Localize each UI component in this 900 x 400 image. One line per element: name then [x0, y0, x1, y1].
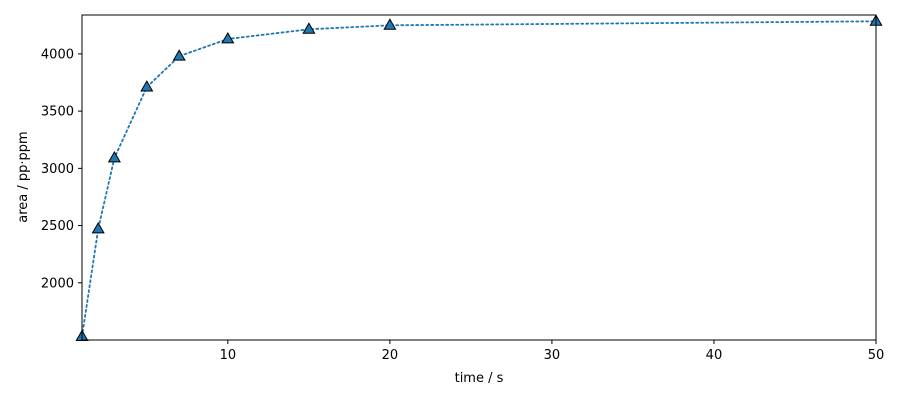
x-tick-label: 50	[868, 348, 885, 363]
y-axis-label: area / pp·ppm	[16, 131, 31, 222]
data-point-marker	[107, 150, 121, 163]
data-point-marker	[383, 18, 397, 30]
x-tick-label: 10	[220, 348, 237, 363]
x-tick-label: 30	[544, 348, 561, 363]
x-axis-label: time / s	[455, 371, 504, 386]
data-point-marker	[91, 221, 105, 234]
x-tick-label: 20	[382, 348, 399, 363]
y-axis-ticks: 2000 2500 3000 3500 4000	[41, 47, 82, 291]
y-tick-label: 3500	[41, 105, 74, 120]
plot-area	[82, 15, 876, 340]
y-tick-label: 4000	[41, 47, 74, 62]
data-point-marker	[140, 80, 154, 92]
data-point-marker	[172, 49, 186, 61]
x-axis-ticks: 10 20 30 40 50	[220, 340, 885, 363]
data-point-marker	[302, 22, 316, 34]
y-tick-label: 2000	[41, 276, 74, 291]
y-tick-label: 3000	[41, 162, 74, 177]
y-tick-label: 2500	[41, 219, 74, 234]
plot-frame-border	[81, 14, 877, 341]
x-tick-label: 40	[706, 348, 723, 363]
plot-frame	[81, 14, 877, 341]
data-point-marker	[221, 31, 235, 44]
